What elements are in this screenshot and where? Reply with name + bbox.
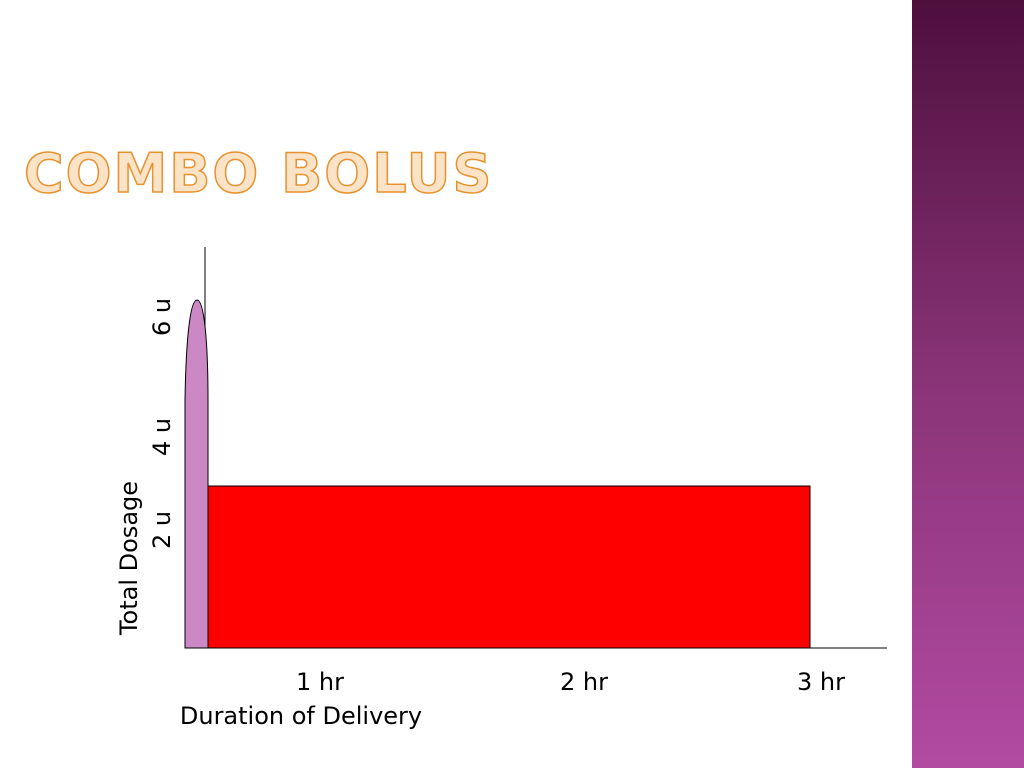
x-axis-title: Duration of Delivery [180, 702, 422, 730]
extended-bolus [207, 485, 811, 649]
bolus-spike [184, 299, 209, 649]
y-label: 2 u [148, 511, 176, 549]
side-band [912, 0, 1024, 768]
x-label: 1 hr [296, 668, 344, 696]
y-axis-title: Total Dosage [115, 481, 143, 636]
y-label: 4 u [148, 418, 176, 456]
y-label: 6 u [148, 298, 176, 336]
slide-title: COMBO BOLUS [24, 142, 493, 205]
x-label: 2 hr [560, 668, 608, 696]
x-label: 3 hr [797, 668, 845, 696]
